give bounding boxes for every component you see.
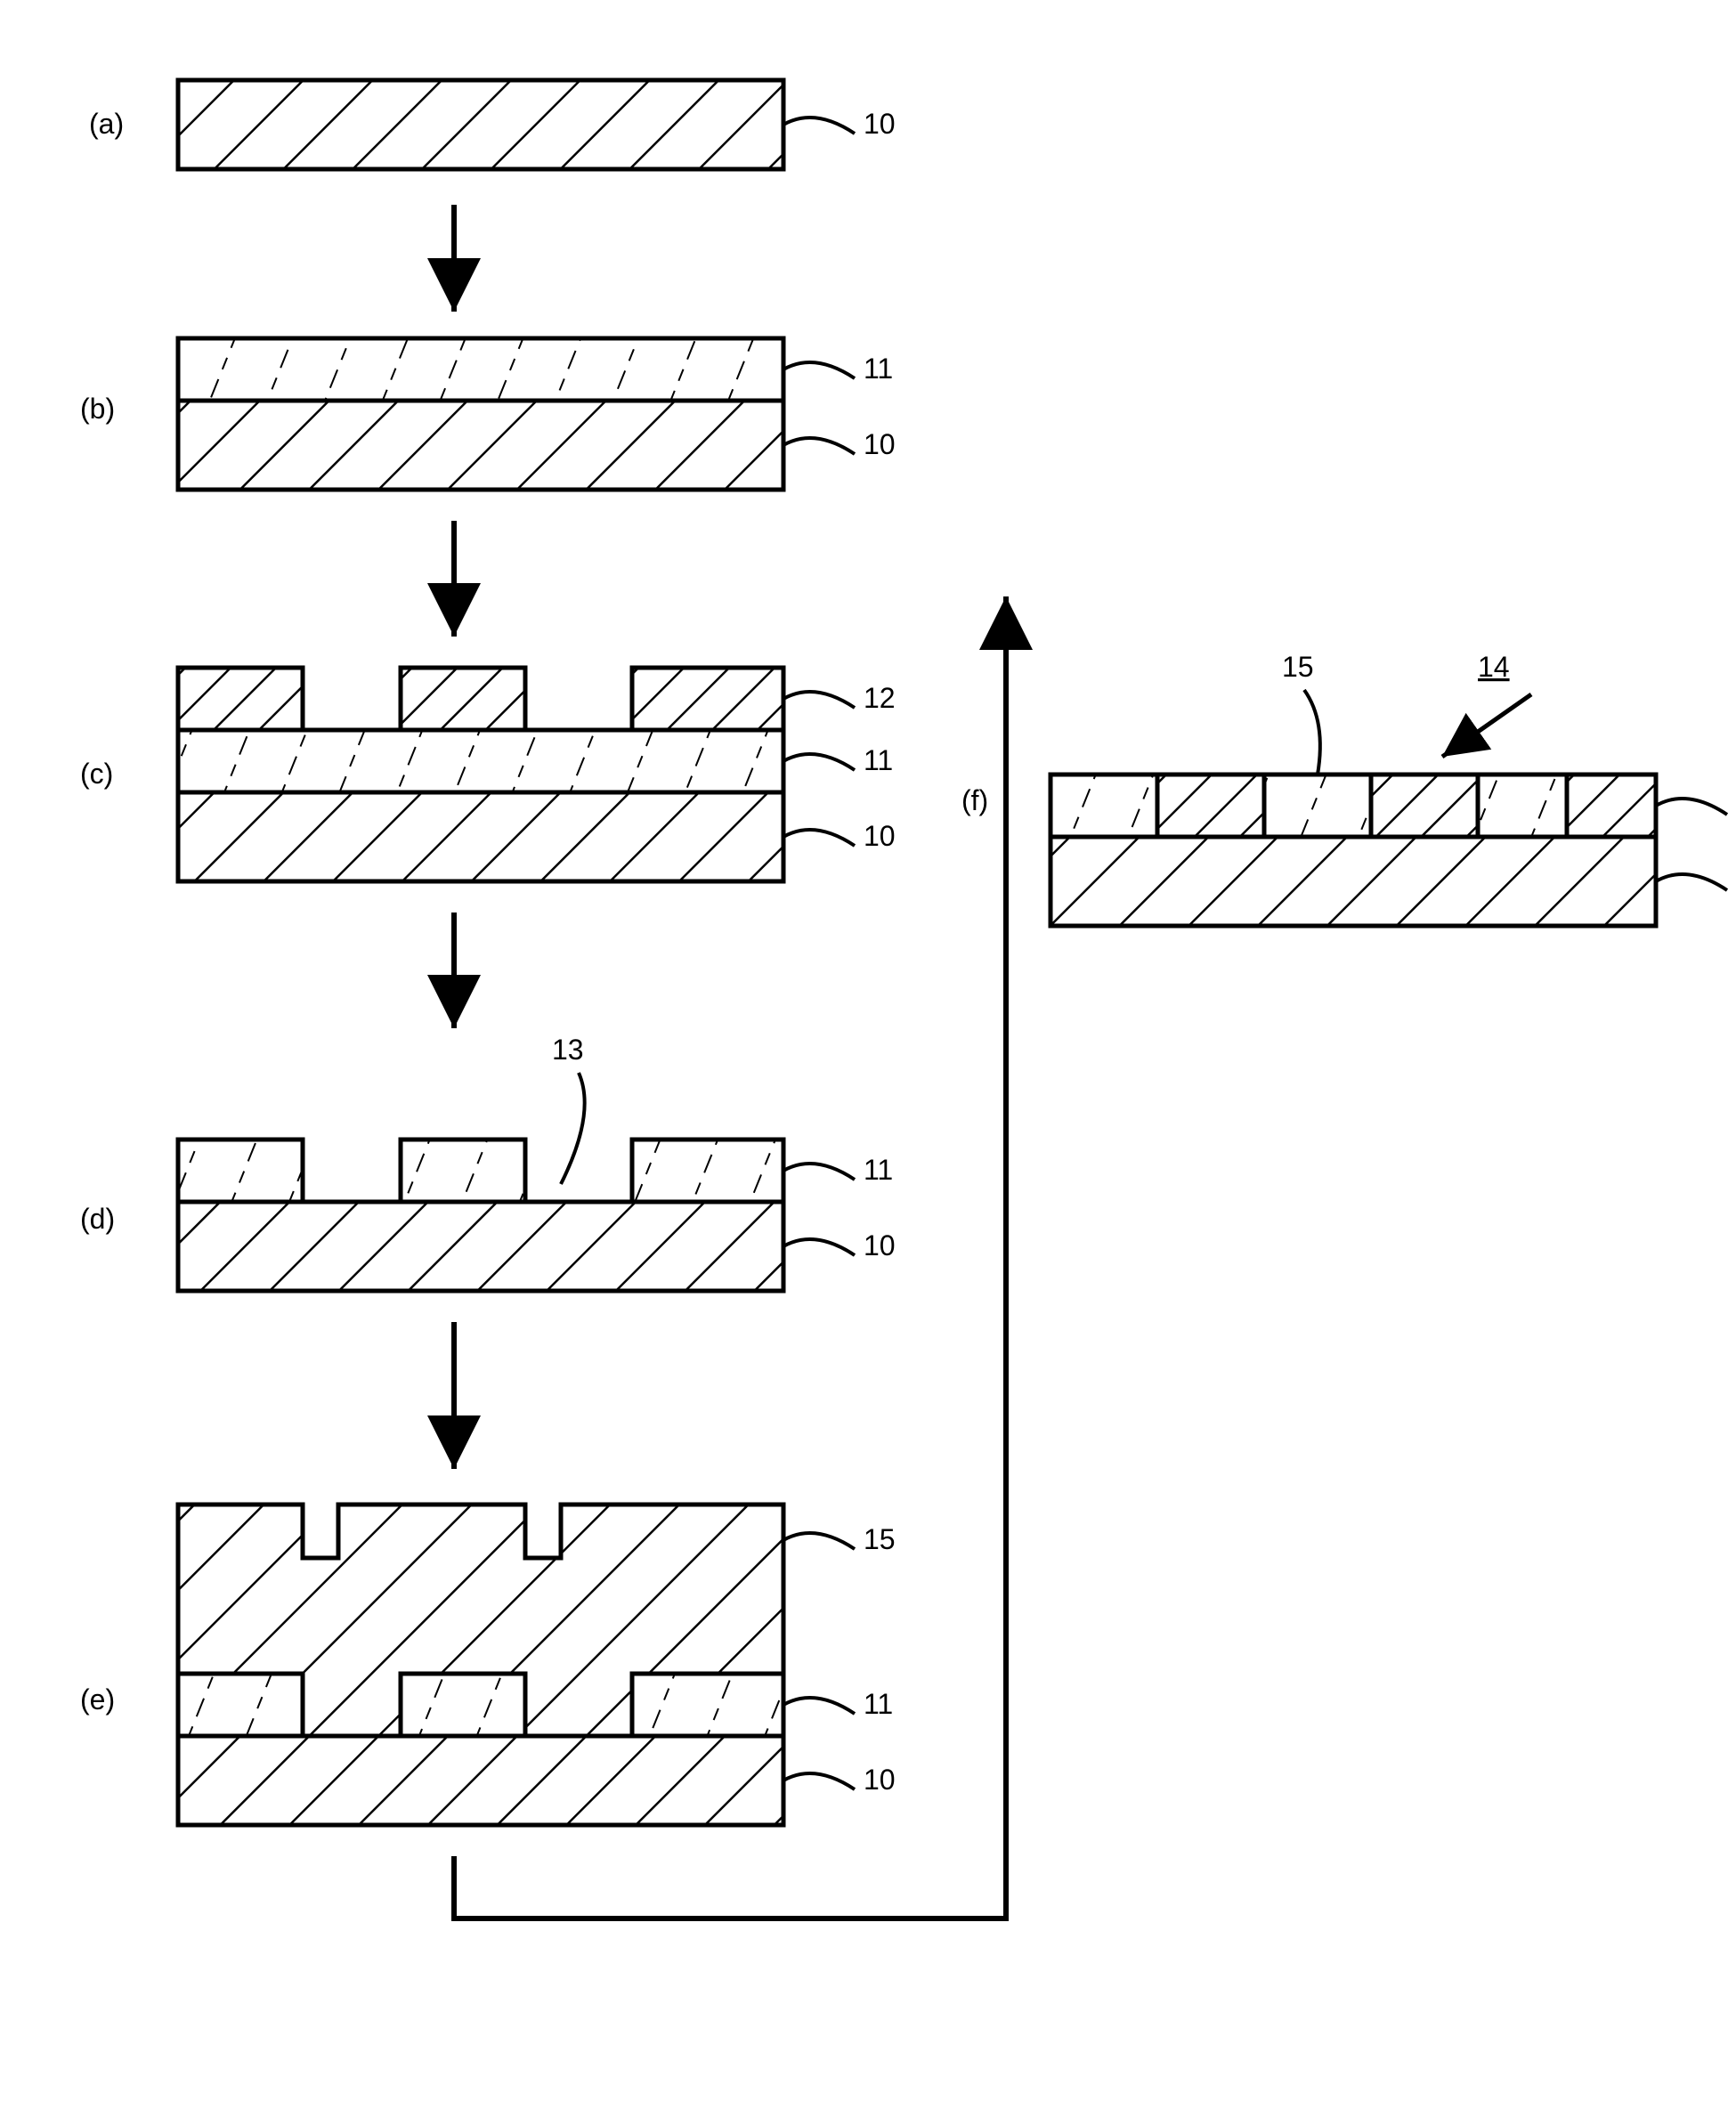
lead-line [783, 754, 855, 770]
layer-forward [178, 792, 783, 881]
label: (b) [80, 393, 115, 425]
block-chevron [401, 1140, 525, 1202]
label: (c) [80, 758, 113, 790]
label: 15 [864, 1523, 896, 1555]
layer-forward [1051, 837, 1656, 926]
ref-arrow [1442, 694, 1531, 757]
label: (a) [89, 108, 124, 140]
layer-forward [178, 1202, 783, 1291]
label: (d) [80, 1203, 115, 1235]
lead-line [561, 1073, 585, 1184]
lead-line [783, 362, 855, 378]
label: 10 [864, 108, 896, 140]
block-chevron [632, 1674, 783, 1736]
lead-line [783, 830, 855, 846]
layer-chevron [178, 730, 783, 792]
label: 14 [1478, 651, 1510, 683]
segment-chevron [1264, 775, 1371, 837]
lead-line [1656, 799, 1727, 815]
segment-forwardDense [1157, 775, 1264, 837]
label: 12 [864, 682, 896, 714]
segment-forwardDense [1567, 775, 1656, 837]
lead-line [1304, 690, 1320, 775]
label: 11 [864, 1154, 893, 1186]
block-forwardDense [401, 668, 525, 730]
block-chevron [178, 1140, 303, 1202]
label: 10 [864, 820, 896, 852]
lead-line [783, 1533, 855, 1549]
block-chevron [632, 1140, 783, 1202]
lead-line [783, 118, 855, 134]
block-chevron [178, 1674, 303, 1736]
label: 13 [552, 1034, 584, 1066]
lead-line [1656, 874, 1727, 890]
layer-forward [178, 1736, 783, 1825]
lead-line [783, 1239, 855, 1255]
label: (f) [961, 784, 988, 816]
label: 11 [864, 353, 893, 385]
block-forwardDense [178, 668, 303, 730]
segment-forwardDense [1371, 775, 1478, 837]
lead-line [783, 1773, 855, 1789]
layer-chevron [178, 338, 783, 401]
diagram-canvas: (a) 10 (b) 11 10 (c) 12 11 10 (d) 11 10 13 (e) 15 11 10 (… [18, 18, 1736, 2091]
label: 10 [864, 1229, 896, 1261]
lead-line [783, 1164, 855, 1180]
layer-forward [178, 401, 783, 490]
segment-chevron [1478, 775, 1567, 837]
segment-chevron [1051, 775, 1157, 837]
label: 11 [864, 744, 893, 776]
label: 15 [1282, 651, 1314, 683]
layer-forward [178, 80, 783, 169]
label: (e) [80, 1683, 115, 1716]
block-forwardDense [632, 668, 783, 730]
label: 11 [864, 1688, 893, 1720]
lead-line [783, 1698, 855, 1714]
label: 10 [864, 428, 896, 460]
label: 10 [864, 1764, 896, 1796]
lead-line [783, 692, 855, 708]
lead-line [783, 438, 855, 454]
block-chevron [401, 1674, 525, 1736]
